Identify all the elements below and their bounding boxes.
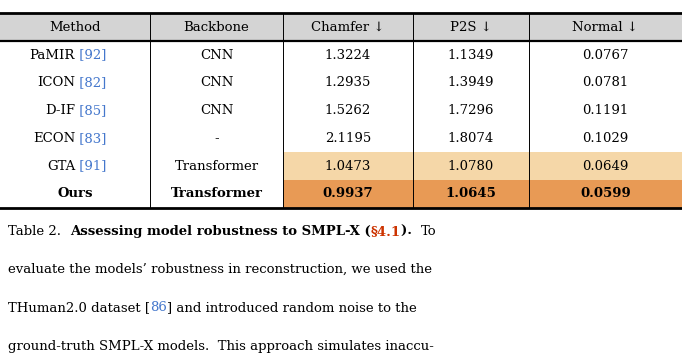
Text: Chamfer ↓: Chamfer ↓ — [311, 21, 385, 34]
Text: 0.0599: 0.0599 — [580, 187, 631, 200]
Text: 2.1195: 2.1195 — [325, 132, 371, 145]
Text: evaluate the models’ robustness in reconstruction, we used the: evaluate the models’ robustness in recon… — [8, 263, 432, 276]
Text: 0.0767: 0.0767 — [582, 49, 629, 62]
Text: ground-truth SMPL-X models.  This approach simulates inaccu-: ground-truth SMPL-X models. This approac… — [8, 340, 434, 353]
Text: 1.8074: 1.8074 — [447, 132, 494, 145]
Text: 0.0649: 0.0649 — [582, 159, 628, 173]
Text: [91]: [91] — [75, 159, 106, 173]
Text: D-IF: D-IF — [45, 104, 75, 117]
Text: 1.3224: 1.3224 — [325, 49, 371, 62]
Text: 0.1029: 0.1029 — [582, 132, 628, 145]
Text: 1.1349: 1.1349 — [447, 49, 494, 62]
Text: Backbone: Backbone — [183, 21, 250, 34]
Text: ICON: ICON — [37, 76, 75, 89]
Text: Ours: Ours — [57, 187, 93, 200]
Text: 1.0473: 1.0473 — [325, 159, 371, 173]
Text: To: To — [421, 225, 436, 238]
Text: THuman2.0 dataset [: THuman2.0 dataset [ — [8, 301, 150, 315]
Text: Normal ↓: Normal ↓ — [572, 21, 638, 34]
Text: P2S ↓: P2S ↓ — [449, 21, 492, 34]
Text: [92]: [92] — [75, 49, 106, 62]
Text: 1.5262: 1.5262 — [325, 104, 371, 117]
Text: Transformer: Transformer — [170, 187, 263, 200]
Text: §4.1: §4.1 — [370, 225, 400, 238]
Text: ECON: ECON — [33, 132, 75, 145]
Text: 1.0780: 1.0780 — [447, 159, 494, 173]
Text: Assessing model robustness to SMPL-X (: Assessing model robustness to SMPL-X ( — [70, 225, 370, 238]
Text: 1.3949: 1.3949 — [447, 76, 494, 89]
Text: CNN: CNN — [200, 104, 233, 117]
FancyBboxPatch shape — [283, 152, 682, 180]
Text: PaMIR: PaMIR — [29, 49, 75, 62]
Text: CNN: CNN — [200, 49, 233, 62]
Text: 1.0645: 1.0645 — [445, 187, 496, 200]
Text: 1.7296: 1.7296 — [447, 104, 494, 117]
Text: Transformer: Transformer — [175, 159, 258, 173]
Text: 86: 86 — [150, 301, 167, 315]
Text: Method: Method — [49, 21, 101, 34]
Text: [85]: [85] — [75, 104, 106, 117]
Text: [83]: [83] — [75, 132, 106, 145]
Text: [82]: [82] — [75, 76, 106, 89]
Text: 1.2935: 1.2935 — [325, 76, 371, 89]
Text: 0.1191: 0.1191 — [582, 104, 628, 117]
FancyBboxPatch shape — [0, 13, 682, 41]
Text: 0.0781: 0.0781 — [582, 76, 628, 89]
Text: ] and introduced random noise to the: ] and introduced random noise to the — [167, 301, 417, 315]
Text: CNN: CNN — [200, 76, 233, 89]
Text: 0.9937: 0.9937 — [323, 187, 373, 200]
Text: GTA: GTA — [47, 159, 75, 173]
Text: Table 2.: Table 2. — [8, 225, 70, 238]
Text: ).: ). — [400, 225, 421, 238]
Text: -: - — [214, 132, 219, 145]
FancyBboxPatch shape — [283, 180, 682, 208]
